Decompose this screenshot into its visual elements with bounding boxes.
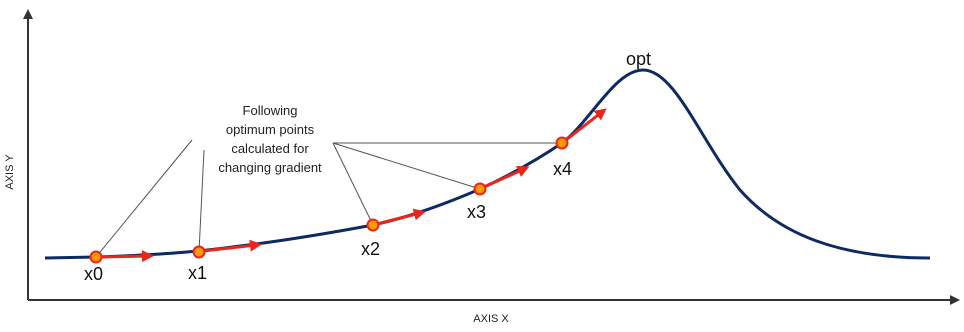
- point-x0: [89, 250, 103, 264]
- optimum-points: [89, 136, 569, 264]
- annotation-line-3: calculated for: [231, 141, 309, 156]
- annotation-line-4: changing gradient: [218, 160, 322, 175]
- callout-lines: [95, 139, 562, 258]
- point-label-x2: x2: [361, 239, 380, 259]
- point-label-x4: x4: [553, 159, 572, 179]
- point-label-x1: x1: [188, 263, 207, 283]
- point-label-x3: x3: [467, 202, 486, 222]
- optimum-label: opt: [626, 49, 651, 69]
- callout-line-x2: [332, 142, 374, 226]
- point-x3: [473, 182, 487, 196]
- point-x4: [555, 136, 569, 150]
- gradient-arrows: [99, 108, 607, 263]
- objective-curve: [44, 68, 931, 260]
- annotation-line-2: optimum points: [226, 122, 315, 137]
- callout-line-x3: [332, 142, 481, 190]
- annotation-text: Following optimum points calculated for …: [218, 103, 322, 175]
- point-label-x0: x0: [84, 264, 103, 284]
- arrow-x1: [202, 239, 262, 253]
- arrow-x4: [565, 108, 607, 142]
- point-x1: [192, 245, 206, 259]
- callout-line-x1: [198, 149, 205, 253]
- point-x2: [366, 218, 380, 232]
- y-axis-title: AXIS Y: [4, 154, 16, 190]
- arrow-x0: [99, 250, 154, 263]
- arrow-x3: [483, 165, 530, 189]
- annotation-line-1: Following: [243, 103, 298, 118]
- x-axis-title: AXIS X: [473, 313, 509, 325]
- callout-line-x0: [95, 139, 193, 258]
- arrow-x2: [376, 208, 426, 226]
